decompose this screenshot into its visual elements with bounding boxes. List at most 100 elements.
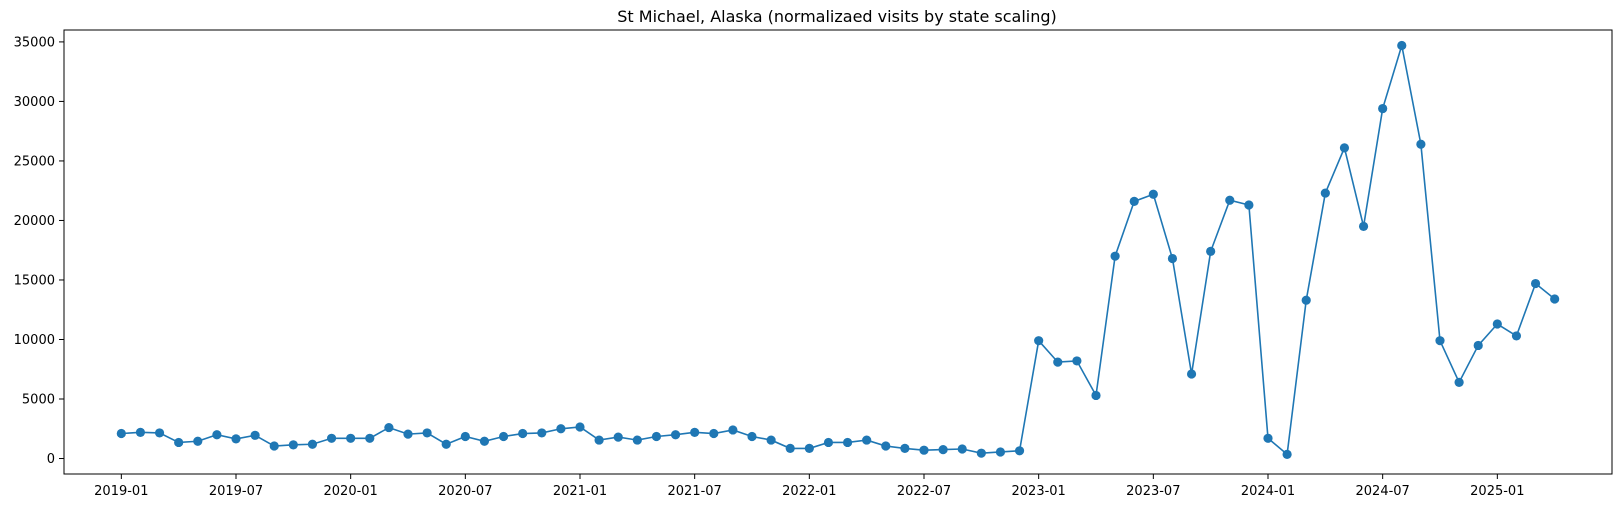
y-tick-label: 20000 [14, 214, 55, 229]
data-point [1091, 390, 1101, 401]
x-tick-label: 2023-01 [1012, 484, 1066, 499]
data-point [422, 428, 432, 438]
data-point [441, 439, 451, 449]
data-point [460, 431, 470, 442]
data-point [690, 427, 700, 437]
data-point [785, 443, 795, 454]
y-tick-label: 25000 [14, 154, 55, 169]
x-tick-label: 2024-01 [1241, 484, 1295, 499]
data-point [575, 422, 585, 432]
data-point [307, 439, 318, 449]
data-point [1511, 331, 1522, 341]
series-line [121, 45, 1556, 456]
y-tick-label: 0 [47, 452, 55, 467]
data-point [1492, 319, 1502, 329]
data-point [1530, 278, 1541, 289]
data-point [1206, 246, 1216, 256]
data-point [613, 432, 623, 442]
axes: 2019-01 2019-07 2020-01 2020-07 2021-01 2021-… [14, 29, 1613, 499]
x-tick-label: 2021-01 [553, 484, 607, 499]
data-point [1014, 446, 1025, 456]
data-point [1454, 377, 1464, 387]
data-point [938, 445, 948, 455]
data-point [1186, 369, 1197, 379]
x-tick-label: 2022-07 [897, 484, 951, 499]
data-point [1358, 221, 1369, 232]
y-tick-label: 15000 [14, 273, 55, 288]
data-point [1129, 196, 1139, 207]
data-point [250, 430, 260, 440]
data-point [1301, 295, 1311, 305]
data-point [1550, 294, 1560, 304]
data-point [728, 425, 738, 435]
x-tick-label: 2019-07 [209, 484, 263, 499]
x-tick-label: 2022-01 [782, 484, 836, 499]
data-point [1378, 103, 1388, 114]
data-point [670, 430, 681, 440]
data-point [976, 448, 986, 458]
chart-title: St Michael, Alaska (normalizaed visits b… [617, 7, 1057, 26]
x-tick-label: 2023-07 [1126, 484, 1180, 499]
x-tick-label: 2020-01 [324, 484, 378, 499]
data-point [709, 428, 719, 439]
y-tick-label: 5000 [22, 393, 55, 408]
x-tick-label: 2024-07 [1356, 484, 1410, 499]
data-point [269, 441, 279, 451]
x-tick-label: 2025-01 [1470, 484, 1524, 499]
data-point [862, 435, 872, 445]
data-point [1053, 357, 1063, 367]
data-point [556, 424, 566, 434]
data-point [518, 428, 528, 439]
data-point [1148, 189, 1158, 199]
data-point [804, 443, 814, 454]
data-point [823, 437, 834, 448]
data-point [365, 433, 375, 443]
data-point [174, 437, 184, 448]
data-point [1473, 340, 1483, 351]
x-tick-label: 2020-07 [438, 484, 492, 499]
data-point [1225, 195, 1235, 205]
data-point [1282, 449, 1292, 459]
data-point [842, 437, 853, 448]
data-point [594, 435, 604, 445]
data-point [919, 445, 929, 455]
data-point [1263, 433, 1273, 443]
data-point [288, 440, 298, 450]
data-point [1435, 336, 1445, 346]
data-point [326, 433, 337, 443]
y-tick-label: 35000 [14, 35, 55, 50]
data-point [651, 431, 662, 442]
data-point [1034, 336, 1044, 346]
data-point [900, 443, 910, 454]
data-point [1320, 188, 1330, 198]
data-point [995, 447, 1006, 457]
data-point [479, 436, 490, 446]
data-point [116, 428, 126, 439]
x-tick-label: 2021-07 [668, 484, 722, 499]
data-point [346, 433, 356, 443]
data-point [384, 422, 394, 433]
data-point [1167, 253, 1178, 264]
data-point [766, 435, 776, 445]
plot-area [116, 40, 1560, 459]
data-point [1339, 143, 1350, 153]
data-point [498, 431, 509, 442]
data-point [1244, 200, 1254, 210]
data-point [1416, 139, 1426, 149]
data-point [403, 429, 413, 439]
data-point [1072, 356, 1082, 366]
y-tick-label: 10000 [14, 333, 55, 348]
data-point [747, 431, 757, 442]
data-point [231, 434, 241, 444]
data-point [881, 441, 891, 451]
data-point [193, 436, 203, 446]
plot-frame [63, 29, 1613, 475]
data-point [957, 444, 967, 454]
data-point [212, 430, 222, 440]
data-point [135, 427, 146, 437]
x-tick-label: 2019-01 [94, 484, 148, 499]
data-point [537, 428, 547, 438]
data-point [154, 428, 165, 438]
